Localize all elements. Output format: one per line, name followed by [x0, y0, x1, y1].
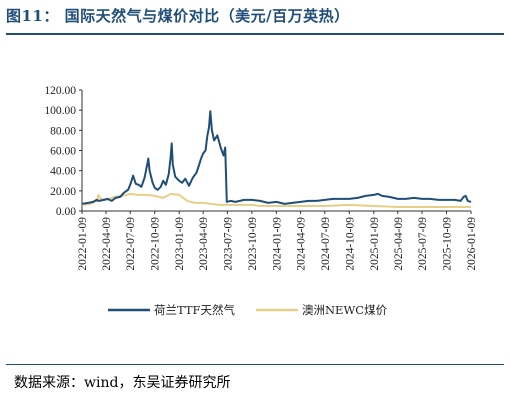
y-tick-label: 80.00 — [50, 125, 76, 137]
x-tick-label: 2023-04-09 — [198, 217, 210, 271]
x-tick-label: 2025-07-09 — [417, 217, 429, 271]
source-divider — [6, 364, 504, 365]
y-tick-label: 100.00 — [44, 105, 76, 117]
x-tick-label: 2023-01-09 — [174, 217, 186, 271]
x-tick-label: 2023-10-09 — [247, 217, 259, 271]
legend-item-ttf-gas-label: 荷兰TTF天然气 — [154, 303, 236, 317]
x-tick-label: 2022-10-09 — [150, 217, 162, 271]
y-tick-label: 40.00 — [50, 166, 76, 178]
y-tick-label: 20.00 — [50, 186, 76, 198]
page-title: 图11： 国际天然气与煤价对比（美元/百万英热） — [6, 7, 350, 25]
x-tick-label: 2024-10-09 — [344, 217, 356, 271]
y-tick-label: 60.00 — [50, 146, 76, 158]
x-tick-label: 2026-01-09 — [466, 217, 478, 271]
x-tick-label: 2024-07-09 — [320, 217, 332, 271]
x-tick-label: 2025-01-09 — [369, 217, 381, 271]
x-tick-label: 2022-04-09 — [101, 217, 113, 271]
x-tick-label: 2023-07-09 — [222, 217, 234, 271]
x-tick-label: 2025-04-09 — [393, 217, 405, 271]
series-line-newc-coal — [81, 192, 471, 208]
x-tick-label: 2024-04-09 — [296, 217, 308, 271]
series-line-ttf-gas — [81, 110, 472, 205]
y-tick-label: 120.00 — [44, 85, 76, 97]
chart: 0.00 20.00 40.00 60.00 80.00 100.00 120.00 2022… — [44, 85, 478, 317]
source-note: 数据来源：wind，东吴证券研究所 — [14, 375, 231, 391]
y-tick-label: 0.00 — [56, 206, 76, 218]
x-tick-label: 2022-01-09 — [77, 217, 89, 271]
legend-item-newc-coal-label: 澳洲NEWC煤价 — [302, 303, 388, 317]
x-tick-label: 2024-01-09 — [271, 217, 283, 271]
x-tick-label: 2022-07-09 — [125, 217, 137, 271]
x-tick-label: 2025-10-09 — [442, 217, 454, 271]
title-divider — [6, 33, 504, 35]
